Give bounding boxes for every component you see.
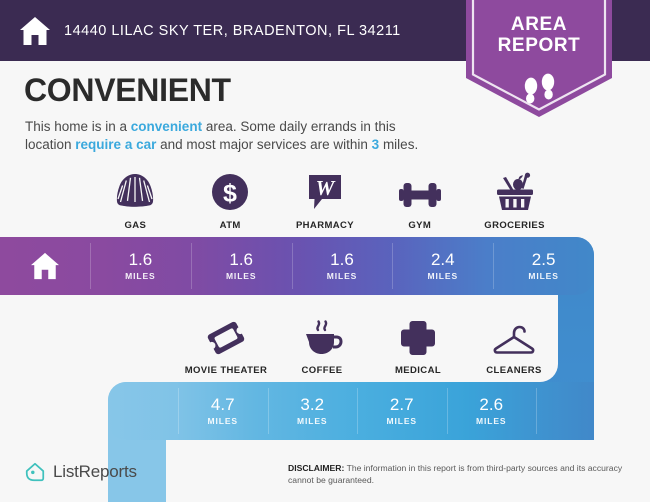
distance-unit: MILES	[125, 271, 156, 281]
amenity-label: GAS	[124, 220, 147, 231]
distance-unit: MILES	[528, 271, 559, 281]
amenity-label: CLEANERS	[486, 365, 542, 376]
shell-gas-icon	[114, 170, 156, 212]
distance-unit: MILES	[326, 271, 358, 281]
badge-line-2: REPORT	[497, 35, 581, 56]
distance-value: 4.7	[210, 395, 235, 414]
svg-text:$: $	[223, 180, 237, 208]
disclaimer-label: DISCLAIMER:	[288, 463, 345, 473]
amenity-groceries: GROCERIES	[467, 170, 562, 231]
distance-unit: MILES	[207, 416, 238, 426]
distance-unit: MILES	[297, 416, 328, 426]
distance-value: 2.6	[479, 395, 504, 414]
distance-value: 3.2	[300, 395, 325, 414]
amenity-label: MEDICAL	[394, 365, 442, 376]
distance-cell-atm: 1.6 MILES	[190, 237, 292, 295]
disclaimer-text: The information in this report is from t…	[288, 463, 623, 485]
distance-unit: MILES	[476, 416, 507, 426]
grocery-basket-icon	[494, 170, 536, 212]
amenity-label: GROCERIES	[484, 220, 545, 231]
amenity-label: ATM	[219, 220, 241, 231]
distance-bar-row-2: 4.7 MILES 3.2 MILES 2.7 MILES 2.6 MILES	[108, 382, 594, 440]
clothes-hanger-icon	[491, 315, 537, 357]
distance-value: 2.5	[531, 250, 556, 269]
desc-part-2: area. Some daily errands in this locatio…	[25, 119, 396, 152]
amenity-gas: GAS	[88, 170, 183, 231]
home-icon	[18, 14, 52, 48]
badge-line-1: AREA	[510, 14, 568, 35]
distance-cell-medical: 2.7 MILES	[357, 382, 447, 440]
page-description: This home is in a convenient area. Some …	[25, 118, 445, 154]
home-icon	[31, 252, 59, 280]
distance-value: 1.6	[330, 250, 354, 269]
footer-backdrop	[166, 440, 650, 502]
medical-cross-icon	[399, 315, 437, 357]
distance-unit: MILES	[225, 271, 257, 281]
listreports-house-tag-icon	[25, 462, 45, 482]
disclaimer: DISCLAIMER: The information in this repo…	[288, 463, 638, 486]
page-title: CONVENIENT	[24, 72, 231, 108]
dumbbell-icon	[398, 170, 442, 212]
amenity-atm: $ ATM	[183, 170, 278, 231]
amenity-icon-row-1: GAS $ ATM W PHARMACY	[88, 170, 562, 231]
desc-part-3: and most major services are within	[156, 137, 372, 152]
listreports-logo[interactable]: ListReports	[24, 461, 137, 483]
property-address: 14440 LILAC SKY TER, BRADENTON, FL 34211	[64, 22, 401, 39]
distance-cell-gym: 2.4 MILES	[392, 237, 493, 295]
brand-name: ListReports	[53, 462, 137, 481]
distance-cell-movie-theater: 4.7 MILES	[178, 382, 268, 440]
bar-2-end-spacer	[536, 382, 594, 440]
distance-value: 1.6	[229, 250, 254, 269]
home-marker	[0, 237, 90, 295]
walgreens-pharmacy-icon: W	[306, 170, 344, 212]
distance-value: 1.6	[128, 250, 153, 269]
desc-part-1: This home is in a	[25, 119, 131, 134]
dollar-circle-icon: $	[210, 170, 250, 212]
distance-value: 2.4	[430, 250, 455, 269]
distance-unit: MILES	[386, 416, 417, 426]
distance-cell-gas: 1.6 MILES	[90, 237, 191, 295]
amenity-label: GYM	[408, 220, 432, 231]
amenity-label: COFFEE	[301, 365, 343, 376]
distance-cell-cleaners: 2.6 MILES	[446, 382, 537, 440]
desc-highlight-2: require a car	[75, 137, 157, 152]
amenity-movie-theater: MOVIE THEATER	[178, 315, 274, 376]
amenity-cleaners: CLEANERS	[466, 315, 562, 376]
desc-part-4: miles.	[379, 137, 419, 152]
svg-text:W: W	[316, 176, 336, 200]
badge-label: AREA REPORT	[466, 14, 612, 56]
coffee-cup-icon	[301, 315, 343, 357]
amenity-gym: GYM	[372, 170, 467, 231]
area-report-badge: AREA REPORT	[466, 0, 612, 117]
amenity-medical: MEDICAL	[370, 315, 466, 376]
distance-cell-coffee: 3.2 MILES	[267, 382, 358, 440]
amenity-coffee: COFFEE	[274, 315, 370, 376]
amenity-icon-row-2: MOVIE THEATER COFFEE	[178, 315, 562, 376]
distance-value: 2.7	[389, 395, 414, 414]
movie-ticket-icon	[206, 315, 246, 357]
distance-unit: MILES	[427, 271, 459, 281]
distance-bar-row-1: 1.6 MILES 1.6 MILES 1.6 MILES 2.4 MILES …	[0, 237, 594, 295]
amenity-label: PHARMACY	[295, 220, 355, 231]
amenity-pharmacy: W PHARMACY	[278, 170, 373, 231]
footprints-icon	[524, 73, 555, 104]
distance-cell-groceries: 2.5 MILES	[493, 237, 594, 295]
bar-2-spacer	[108, 382, 178, 440]
distance-cell-pharmacy: 1.6 MILES	[291, 237, 393, 295]
desc-highlight-3: 3	[371, 137, 380, 152]
amenity-label: MOVIE THEATER	[184, 365, 268, 376]
desc-highlight-1: convenient	[130, 119, 203, 134]
